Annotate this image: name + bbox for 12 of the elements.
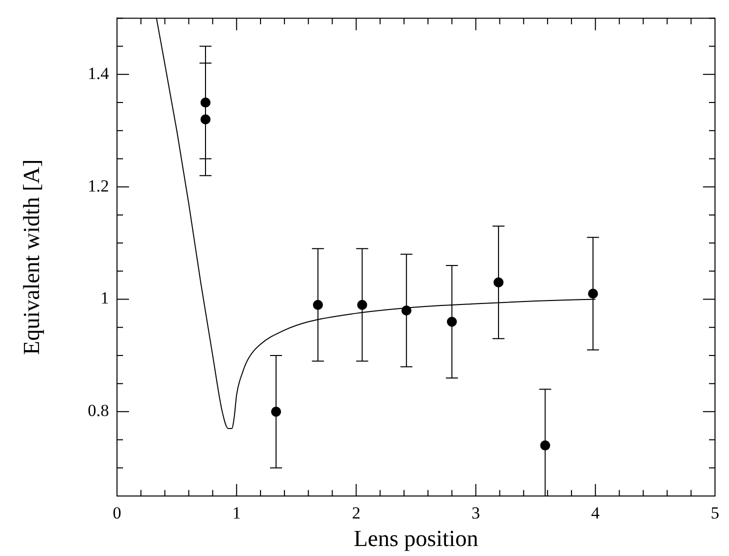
x-tick-label: 5 <box>710 504 720 523</box>
y-tick-label: 1.4 <box>88 64 110 83</box>
x-tick-label: 4 <box>591 504 600 523</box>
y-tick-label: 0.8 <box>88 401 109 420</box>
x-tick-label: 3 <box>472 504 480 523</box>
x-axis-title: Lens position <box>354 526 479 552</box>
x-tick-label: 1 <box>232 504 241 523</box>
y-tick-label: 1.2 <box>88 176 109 196</box>
y-axis-title: Equivalent width [A] <box>18 159 44 355</box>
y-tick-label: 1 <box>100 288 109 308</box>
x-tick-label: 0 <box>112 504 122 523</box>
x-tick-label: 2 <box>352 504 360 523</box>
